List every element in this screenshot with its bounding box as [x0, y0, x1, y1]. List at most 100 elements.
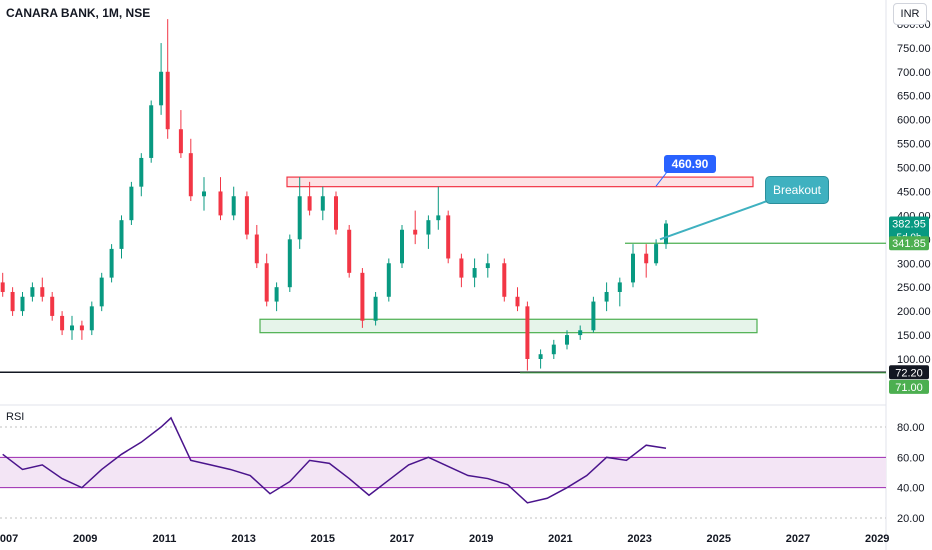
price-tick-label: 200.00: [897, 306, 931, 318]
support-zone: [259, 318, 758, 334]
candle-body: [0, 282, 5, 292]
candle-body: [644, 253, 649, 264]
candle-body: [119, 220, 124, 249]
price-tag-bg: [889, 379, 929, 394]
price-tag-label: 382.95: [892, 219, 926, 231]
candle-body: [89, 306, 94, 331]
candle-body: [565, 335, 569, 345]
candle-body: [149, 105, 154, 158]
candle-body: [459, 258, 464, 278]
time-tick-label: 2007: [0, 533, 18, 545]
price-tag-label: 71.00: [895, 382, 923, 394]
candle-body: [307, 196, 312, 211]
rsi-line: [2, 416, 667, 504]
rsi-tick-label: 40.00: [897, 483, 925, 495]
price-tick-label: 700.00: [897, 67, 931, 79]
candle-body: [79, 325, 84, 331]
candle-body: [446, 215, 451, 259]
chart-title: CANARA BANK, 1M, NSE: [6, 6, 151, 20]
candle-body: [40, 287, 45, 297]
candle-body: [386, 263, 391, 297]
candle-body: [99, 277, 104, 307]
price-tick-label: 100.00: [897, 354, 931, 366]
candle-body: [165, 71, 170, 130]
candle-body: [264, 263, 269, 302]
candle-body: [188, 153, 193, 197]
candle-body: [400, 229, 404, 264]
candle-body: [109, 248, 114, 278]
candle-body: [436, 215, 441, 221]
breakout-annotation[interactable]: Breakout: [765, 176, 829, 204]
rsi-band: [0, 457, 886, 488]
candle-body: [413, 229, 418, 235]
candle-body: [664, 223, 668, 245]
candle-body: [472, 268, 477, 278]
price-tag-bg: [889, 236, 929, 251]
time-tick-label: 2027: [786, 533, 810, 545]
candle-body: [360, 272, 365, 321]
time-tick-label: 2009: [73, 533, 97, 545]
candle-body: [244, 196, 249, 235]
candle-body: [631, 253, 635, 283]
candle-body: [20, 296, 25, 312]
rsi-label: RSI: [6, 411, 25, 423]
price-tag-bg: [889, 365, 929, 380]
candle-body: [525, 306, 530, 359]
candle-body: [129, 186, 134, 221]
candle-body: [297, 196, 302, 240]
candle-body: [502, 263, 507, 297]
price-tag: 341.85: [889, 236, 929, 251]
price-tick-label: 250.00: [897, 282, 931, 294]
time-tick-label: 2025: [707, 533, 731, 545]
price-tick-label: 300.00: [897, 258, 931, 270]
candle-body: [10, 291, 15, 312]
candle-body: [373, 296, 378, 321]
rsi-tick-label: 80.00: [897, 422, 925, 434]
time-tick-label: 2019: [469, 533, 493, 545]
price-tick-label: 150.00: [897, 330, 931, 342]
candle-body: [254, 234, 259, 264]
time-tick-label: 2029: [865, 533, 889, 545]
candle-body: [178, 129, 183, 154]
candle-body: [320, 196, 325, 211]
rsi-tick-label: 20.00: [897, 513, 925, 525]
price-tag: 71.00: [889, 379, 929, 394]
candle-body: [604, 291, 609, 302]
candle-body: [139, 157, 144, 187]
candle-body: [274, 287, 279, 302]
candle-body: [578, 330, 583, 336]
price-tick-label: 450.00: [897, 186, 931, 198]
candle-body: [60, 315, 65, 331]
high-pointer-line: [655, 171, 668, 187]
time-tick-label: 2017: [390, 533, 414, 545]
resistance-zone: [286, 176, 754, 188]
candle-body: [231, 196, 236, 216]
candle-body: [426, 220, 431, 235]
time-tick-label: 2021: [548, 533, 572, 545]
time-tick-label: 2011: [152, 533, 176, 545]
currency-button[interactable]: INR: [893, 3, 927, 25]
candle-body: [515, 296, 520, 307]
price-tag-label: 341.85: [892, 238, 926, 250]
candle-body: [485, 263, 490, 269]
price-tag-label: 72.20: [895, 367, 923, 379]
price-tick-label: 500.00: [897, 163, 931, 175]
high-price-annotation[interactable]: 460.90: [664, 155, 716, 173]
time-tick-label: 2013: [231, 533, 255, 545]
candle-body: [159, 71, 164, 106]
price-tick-label: 750.00: [897, 43, 931, 55]
time-tick-label: 2015: [311, 533, 335, 545]
candle-body: [347, 229, 352, 273]
breakout-pointer-line: [659, 199, 771, 241]
candle-body: [202, 191, 206, 197]
rsi-tick-label: 60.00: [897, 452, 925, 464]
candle-body: [287, 239, 292, 288]
candle-body: [538, 354, 543, 359]
candle-body: [334, 196, 338, 230]
price-tag: 72.20: [889, 365, 929, 380]
price-tick-label: 550.00: [897, 139, 931, 151]
candle-body: [617, 282, 622, 292]
price-tick-label: 650.00: [897, 91, 931, 103]
candle-body: [30, 287, 35, 297]
